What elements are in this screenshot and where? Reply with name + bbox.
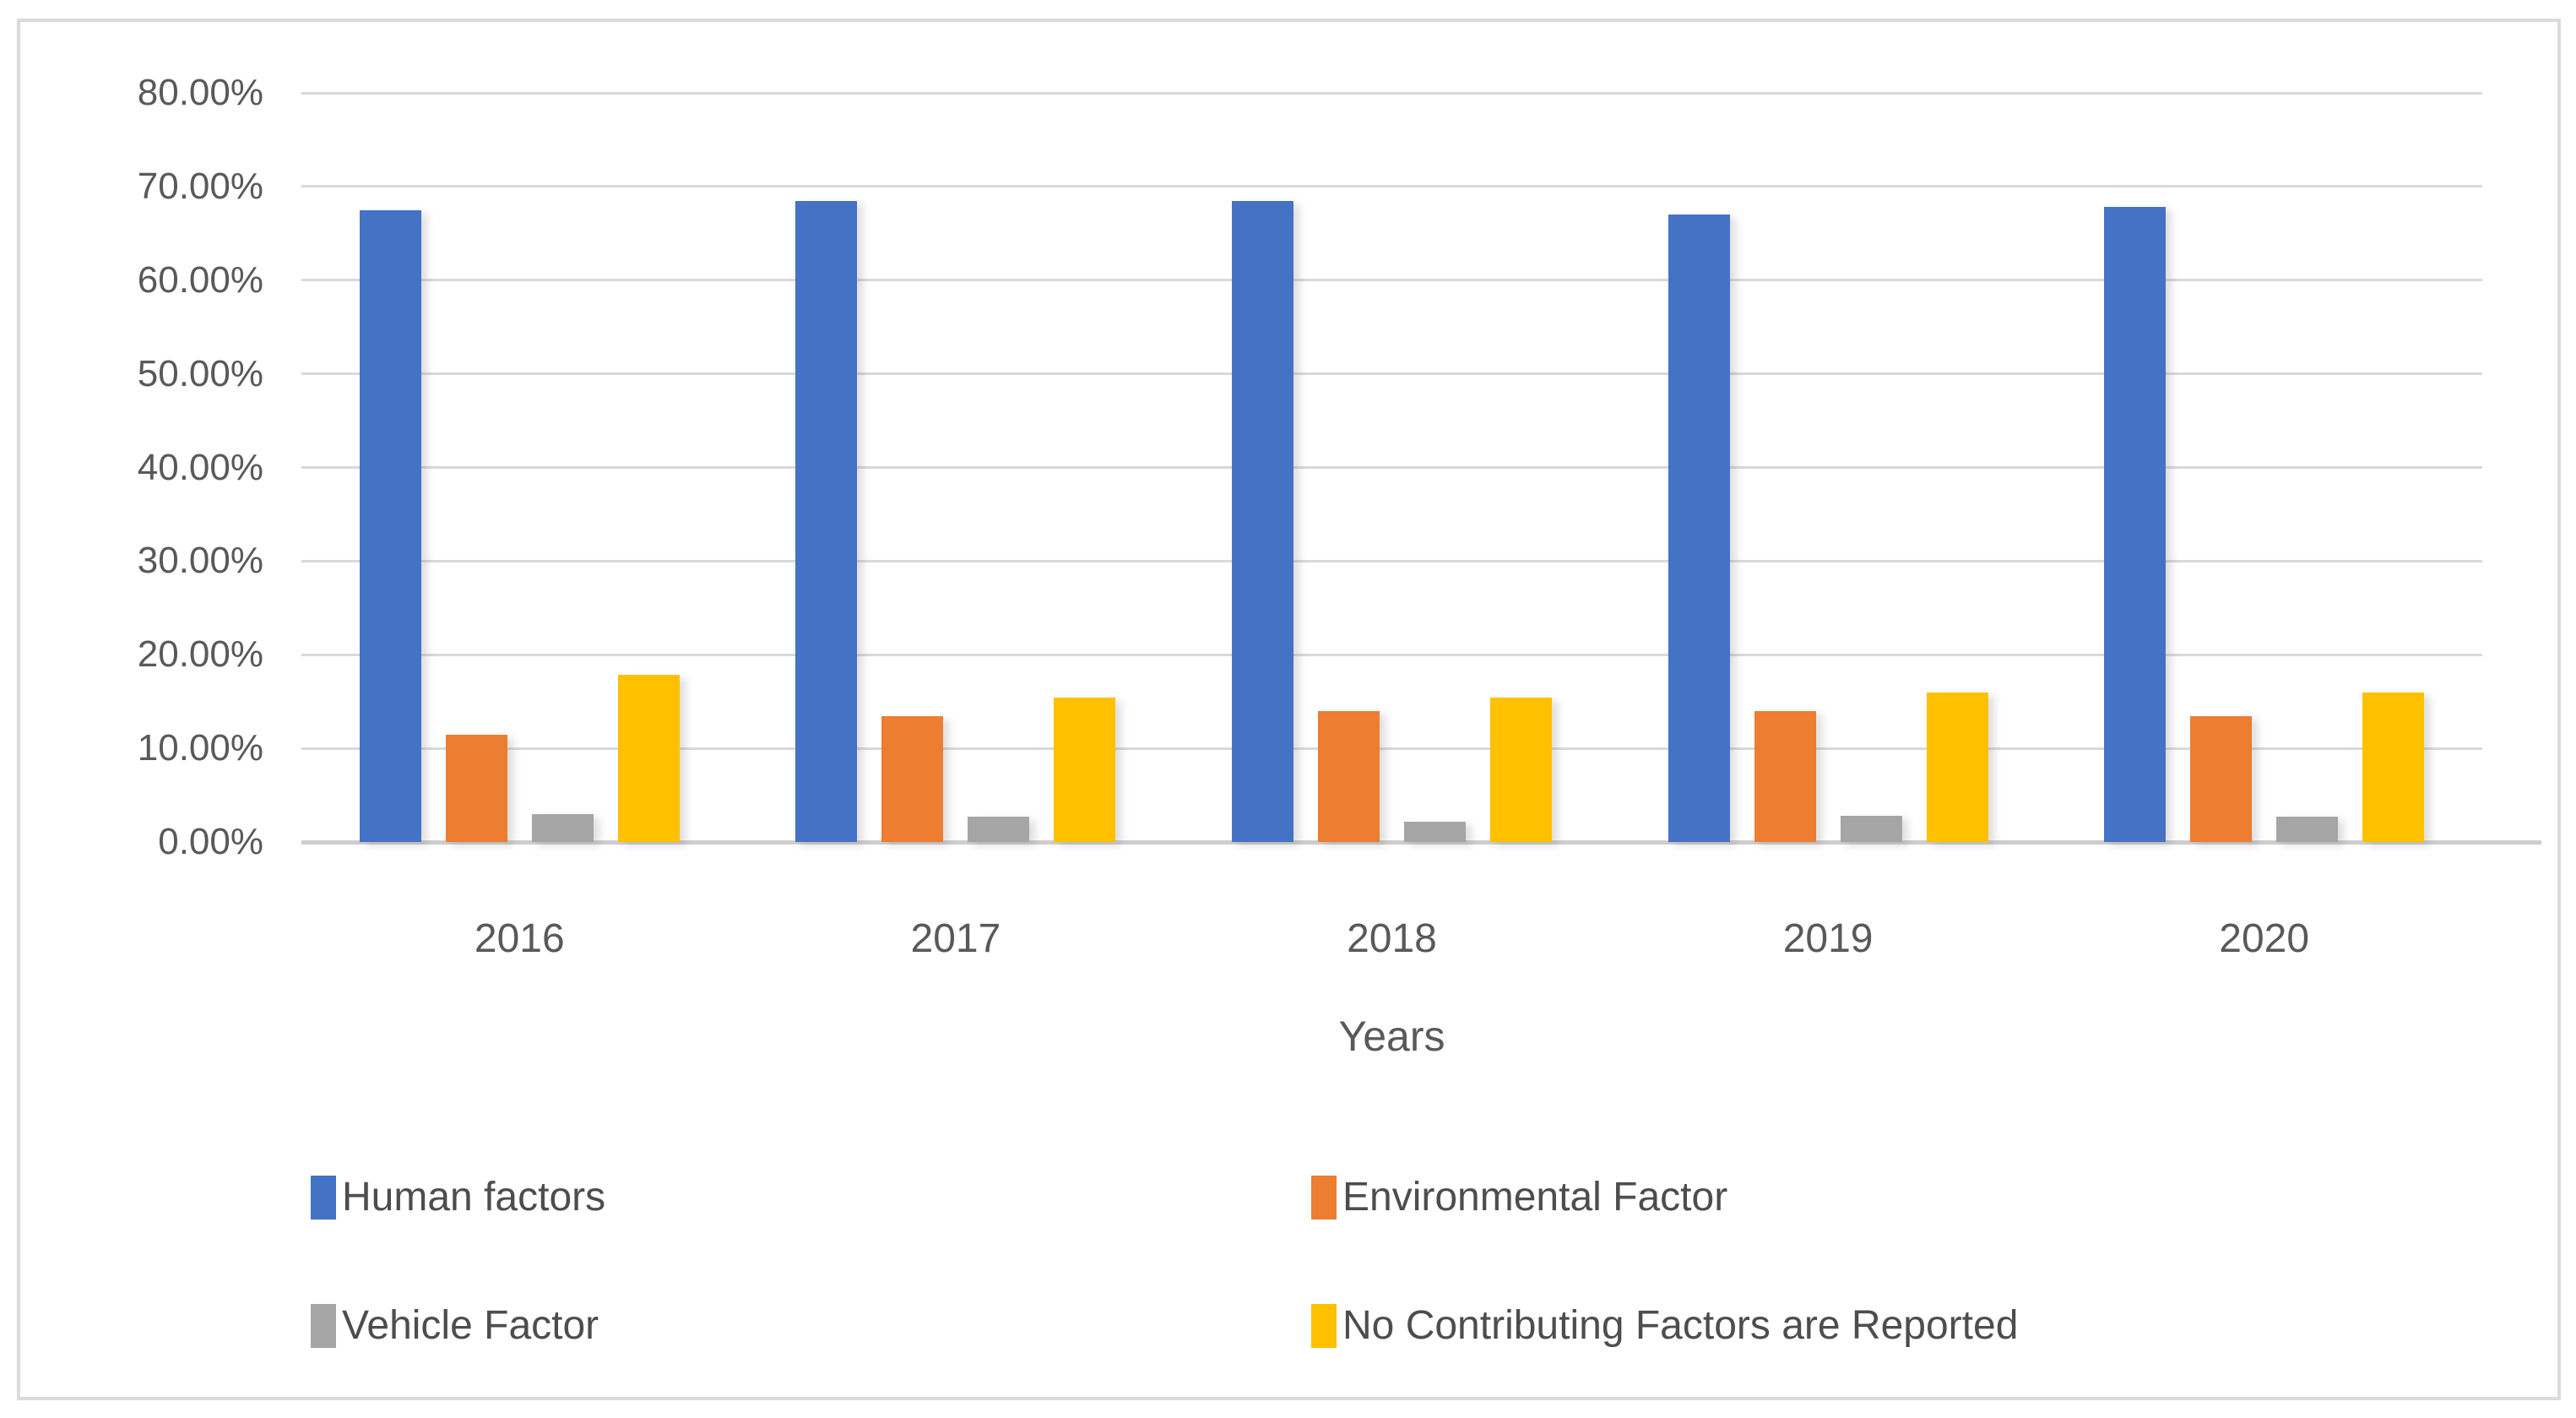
gridline [301, 653, 2482, 656]
gridline [301, 185, 2482, 188]
y-tick-label: 20.00% [137, 633, 263, 676]
bar [1054, 698, 1116, 842]
bar [1926, 692, 1988, 842]
gridline [301, 372, 2482, 376]
y-tick-label: 30.00% [137, 540, 263, 582]
legend-swatch-icon [1311, 1304, 1337, 1348]
x-tick-label: 2017 [910, 916, 1001, 961]
y-tick-label: 10.00% [137, 727, 263, 769]
x-tick-label: 2016 [474, 916, 565, 961]
legend-item: No Contributing Factors are Reported [1311, 1299, 2018, 1353]
gridline [301, 747, 2482, 750]
legend-swatch-icon [311, 1176, 336, 1220]
chart-frame-border [17, 19, 2561, 1400]
gridline [301, 559, 2482, 562]
legend-swatch-icon [1311, 1176, 1337, 1220]
legend-label: Vehicle Factor [342, 1303, 599, 1348]
legend-label: No Contributing Factors are Reported [1342, 1303, 2019, 1348]
x-axis-line [301, 840, 2541, 845]
bar [1231, 200, 1293, 842]
x-tick-label: 2018 [1347, 916, 1437, 961]
bar-group-2017 [738, 93, 1174, 842]
bar-group-2019 [1610, 93, 2047, 842]
bar [2104, 207, 2167, 842]
legend-label: Environmental Factor [1342, 1175, 1728, 1220]
bar [531, 813, 594, 842]
bar [1489, 698, 1552, 842]
y-tick-label: 60.00% [137, 258, 263, 301]
bar [1668, 215, 1730, 842]
bar-group-2018 [1174, 93, 1610, 842]
bar [445, 734, 507, 842]
legend-item: Environmental Factor [1311, 1171, 1727, 1225]
y-tick-label: 80.00% [137, 72, 263, 113]
gridline [301, 466, 2482, 469]
gridline [301, 279, 2482, 282]
x-tick-label: 2020 [2219, 916, 2310, 961]
bar [968, 817, 1030, 842]
bar [2276, 817, 2339, 842]
legend-item: Vehicle Factor [311, 1299, 599, 1353]
y-tick-label: 70.00% [137, 165, 263, 207]
bar [1840, 815, 1902, 842]
bar-group-2020 [2046, 93, 2482, 842]
bar [617, 674, 680, 842]
bar [2362, 692, 2425, 842]
y-tick-label: 40.00% [137, 446, 263, 488]
legend-item: Human factors [311, 1171, 605, 1225]
x-axis-tick-labels: 2016 2017 2018 2019 2020 [301, 915, 2482, 963]
bar-group-2016 [301, 93, 738, 842]
y-tick-label: 0.00% [158, 821, 263, 862]
bar [1754, 710, 1816, 842]
bar [1403, 821, 1466, 842]
bar [881, 716, 944, 842]
bar-groups [301, 93, 2482, 842]
x-tick-label: 2019 [1782, 916, 1874, 961]
bar [359, 209, 421, 842]
bar [1317, 710, 1380, 842]
y-tick-label: 50.00% [137, 352, 263, 394]
x-axis-title: Years [1338, 1013, 1445, 1060]
bar [795, 200, 858, 842]
plot-area [301, 91, 2541, 845]
legend-swatch-icon [311, 1304, 336, 1348]
gridline [301, 91, 2482, 95]
bar [2190, 716, 2253, 842]
legend-label: Human factors [342, 1175, 606, 1220]
